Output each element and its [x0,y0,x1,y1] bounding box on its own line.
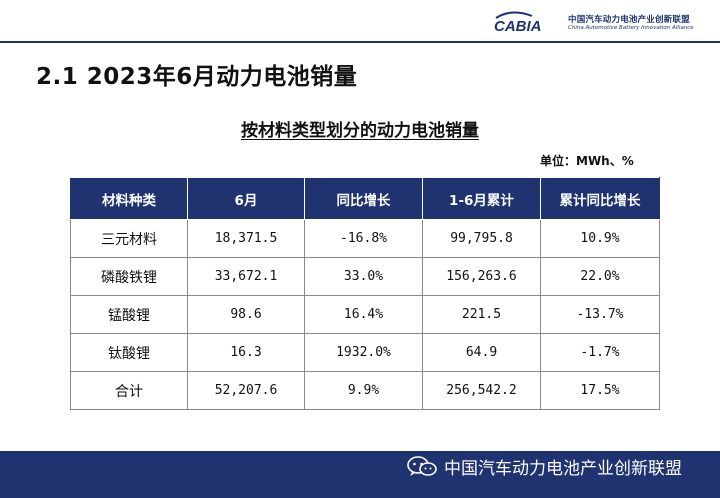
cell-ytd-yoy: 22.0% [540,257,660,296]
cell-june: 98.6 [187,295,305,334]
cell-ytd-yoy: -13.7% [540,295,660,334]
footer-source-label: 中国汽车动力电池产业创新联盟 [444,459,682,479]
cell-material: 钛酸锂 [70,333,188,372]
table-row: 锰酸锂 98.6 16.4% 221.5 -13.7% [70,295,660,334]
column-header-ytd: 1-6月累计 [422,177,541,220]
battery-sales-table: 材料种类 6月 同比增长 1-6月累计 累计同比增长 三元材料 18,371.5… [70,177,660,410]
column-header-june: 6月 [187,177,305,220]
logo-name-cn: 中国汽车动力电池产业创新联盟 [568,15,690,25]
cell-june: 33,672.1 [187,257,305,296]
cell-june: 52,207.6 [187,371,305,410]
cell-material: 磷酸铁锂 [70,257,188,296]
table-row: 三元材料 18,371.5 -16.8% 99,795.8 10.9% [70,219,660,258]
cell-ytd-yoy: 17.5% [540,371,660,410]
cell-ytd: 156,263.6 [422,257,541,296]
unit-label: 单位：MWh、% [540,154,634,168]
cell-yoy: 33.0% [304,257,423,296]
cell-material: 合计 [70,371,188,410]
table-row: 钛酸锂 16.3 1932.0% 64.9 -1.7% [70,333,660,372]
column-header-ytd-yoy: 累计同比增长 [540,177,660,220]
cell-material: 锰酸锂 [70,295,188,334]
cell-material: 三元材料 [70,219,188,258]
header-divider [0,41,720,43]
cell-ytd: 99,795.8 [422,219,541,258]
footer-band [0,451,720,498]
cell-ytd: 64.9 [422,333,541,372]
wechat-icon [407,456,437,476]
cell-ytd-yoy: 10.9% [540,219,660,258]
cabia-logo: CABIA 中国汽车动力电池产业创新联盟 China Automotive Ba… [492,10,717,34]
cabia-logo-mark: CABIA [494,11,542,34]
cell-ytd: 221.5 [422,295,541,334]
cell-yoy: 9.9% [304,371,423,410]
cell-yoy: 16.4% [304,295,423,334]
logo-name-en: China Automotive Battery Innovation Alli… [568,25,694,31]
cell-june: 16.3 [187,333,305,372]
cell-ytd: 256,542.2 [422,371,541,410]
table-header-row: 材料种类 6月 同比增长 1-6月累计 累计同比增长 [70,177,660,220]
cell-yoy: -16.8% [304,219,423,258]
table-caption: 按材料类型划分的动力电池销量 [241,121,479,141]
cell-yoy: 1932.0% [304,333,423,372]
logo-mark-text: CABIA [494,18,542,34]
table-row: 磷酸铁锂 33,672.1 33.0% 156,263.6 22.0% [70,257,660,296]
column-header-material: 材料种类 [70,177,188,220]
column-header-yoy: 同比增长 [304,177,423,220]
table-row-total: 合计 52,207.6 9.9% 256,542.2 17.5% [70,371,660,410]
page-title: 2.1 2023年6月动力电池销量 [36,64,358,90]
cell-june: 18,371.5 [187,219,305,258]
cell-ytd-yoy: -1.7% [540,333,660,372]
